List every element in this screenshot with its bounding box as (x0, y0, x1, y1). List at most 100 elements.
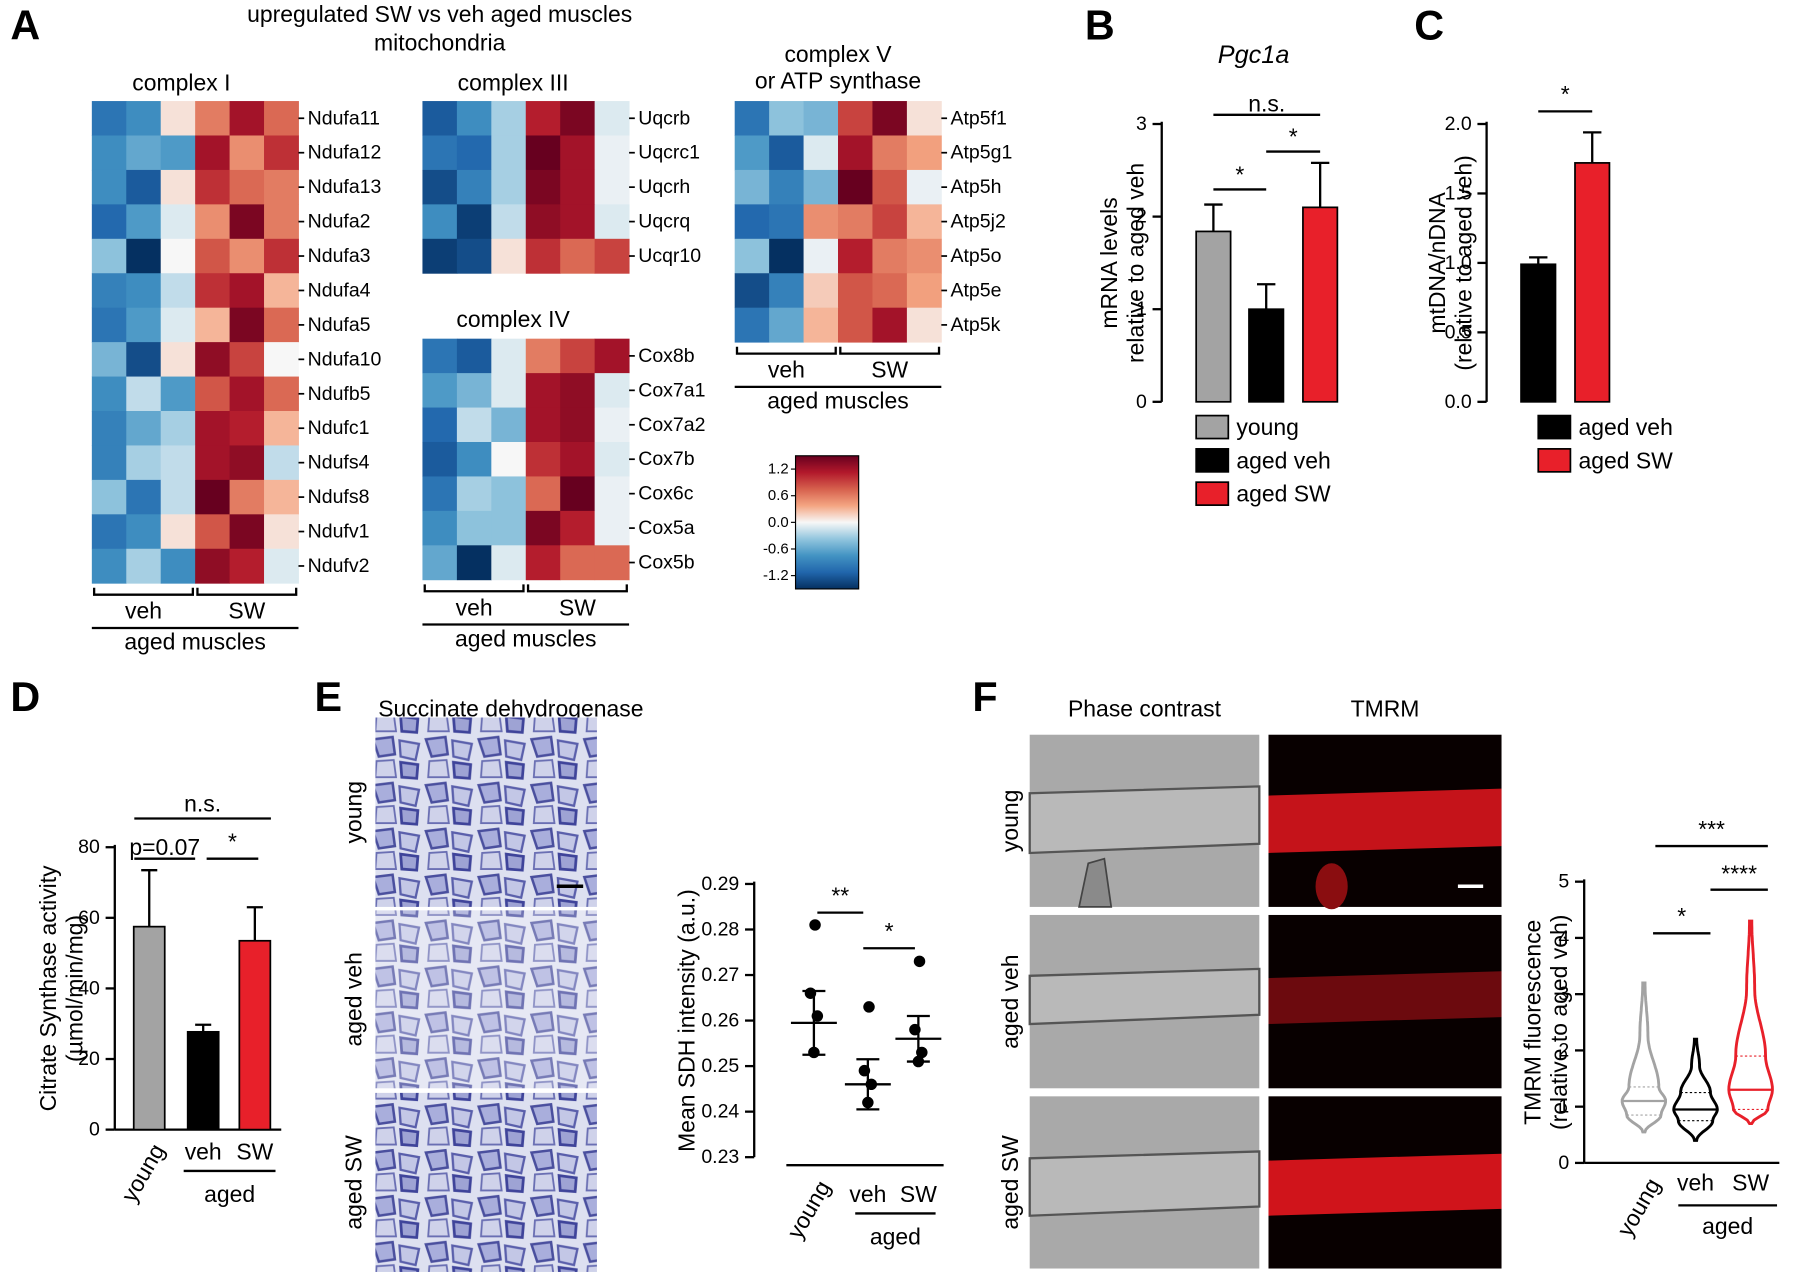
y-tick-label: 0 (89, 1119, 100, 1141)
heatmap-cell (422, 373, 458, 409)
y-axis-label: (relative to aged veh) (1451, 155, 1477, 370)
row-label: Atp5g1 (951, 142, 1013, 164)
heatmap-cell (906, 238, 942, 274)
heatmap-cell (126, 376, 162, 412)
heatmap-cell (91, 307, 127, 343)
row-label: Ndufa2 (308, 211, 371, 233)
heatmap-cell (560, 338, 596, 374)
heatmap-cell (491, 407, 527, 443)
row-label: Atp5f1 (951, 107, 1007, 129)
legend-label: young (1236, 414, 1299, 440)
legend-swatch (1537, 448, 1572, 473)
heatmap-cell (456, 101, 492, 136)
x-tick-label: SW (1732, 1169, 1769, 1195)
heatmap-cell (264, 342, 299, 378)
figure-subtitle: mitochondria (374, 30, 506, 56)
y-tick-label: 3 (1558, 983, 1569, 1005)
heatmap-cell (734, 238, 770, 274)
heatmap-cell (734, 169, 770, 205)
heatmap-cell (160, 479, 196, 515)
heatmap-cell (91, 445, 127, 481)
heatmap-cell (525, 338, 561, 374)
heatmap-cell (195, 445, 231, 481)
heatmap-cell (838, 238, 873, 274)
row-label: aged SW (997, 1135, 1023, 1230)
heatmap-cell (491, 338, 527, 374)
column-bracket (92, 587, 195, 596)
heatmap-cell (769, 238, 805, 274)
significance-label: ** (831, 882, 849, 908)
column-bracket (196, 587, 298, 596)
significance-label: n.s. (1248, 90, 1285, 116)
heatmap-cell (560, 545, 596, 581)
heatmap-cell (734, 101, 770, 136)
heatmap-cell (160, 376, 196, 412)
y-axis-label: Mean SDH intensity (a.u.) (673, 889, 699, 1152)
heatmap-cell (195, 514, 231, 550)
row-label: Ndufa11 (308, 107, 380, 129)
y-tick-label: 0.5 (1445, 321, 1472, 343)
column-bracket (735, 346, 837, 355)
heatmap-cell (91, 479, 127, 515)
heatmap-cell (491, 510, 527, 546)
row-label: Atp5h (951, 176, 1002, 198)
heatmap-cell (195, 135, 231, 171)
heatmap-cell (838, 135, 873, 171)
y-tick-label: 0.26 (701, 1010, 739, 1032)
row-label: Ndufc1 (308, 417, 370, 439)
heatmap-cell (126, 273, 162, 309)
heatmap-cell (560, 441, 596, 477)
heatmap-cell (229, 411, 265, 446)
x-tick-label: young (1612, 1174, 1666, 1241)
heatmap-cell (456, 476, 492, 512)
heatmap-cell (456, 169, 492, 205)
row-label: Cox7b (638, 448, 695, 470)
heatmap-cell (91, 238, 127, 274)
colorbar-tick-label: 1.2 (768, 461, 789, 478)
heatmap-cell (229, 548, 265, 584)
colorbar-tick-label: -1.2 (763, 567, 789, 584)
heatmap-cell (560, 476, 596, 512)
bar (1520, 263, 1557, 403)
heatmap-cell (229, 204, 265, 240)
row-label: Ndufa12 (308, 142, 382, 164)
heatmap-cell (195, 548, 231, 584)
heatmap-cell (264, 307, 299, 343)
y-tick-label: 0.29 (701, 873, 739, 895)
column-group-label: veh (768, 357, 805, 383)
heatmap-cell (264, 273, 299, 309)
heatmap-cell (803, 238, 839, 274)
heatmap-cell (525, 204, 561, 240)
heatmap-cell (126, 238, 162, 274)
block-title: complex III (458, 70, 569, 96)
heatmap-cell (91, 204, 127, 240)
bar (1574, 162, 1611, 403)
heatmap-cell (229, 273, 265, 309)
bar (186, 1030, 220, 1131)
group-label: aged (870, 1223, 921, 1249)
heatmap-cell (872, 169, 908, 205)
legend-swatch (1195, 481, 1230, 506)
heatmap-cell (769, 169, 805, 205)
heatmap-cell (769, 307, 805, 343)
heatmap-cell (872, 307, 908, 343)
heatmap-cell (560, 238, 596, 274)
legend-swatch (1537, 414, 1572, 440)
heatmap-cell (491, 135, 527, 171)
heatmap-cell (160, 342, 196, 378)
heatmap-cell (126, 445, 162, 481)
column-title: Phase contrast (1068, 695, 1222, 721)
row-label: Ndufs4 (308, 452, 370, 474)
row-label: aged SW (341, 1135, 367, 1230)
x-tick-label: SW (236, 1138, 273, 1164)
heatmap-cell (264, 376, 299, 412)
heatmap-cell (456, 441, 492, 477)
heatmap-cell (456, 338, 492, 374)
heatmap-cell (769, 204, 805, 240)
heatmap-cell (594, 441, 630, 477)
heatmap-cell (229, 101, 265, 136)
heatmap-cell (491, 441, 527, 477)
heatmap-cell (803, 135, 839, 171)
